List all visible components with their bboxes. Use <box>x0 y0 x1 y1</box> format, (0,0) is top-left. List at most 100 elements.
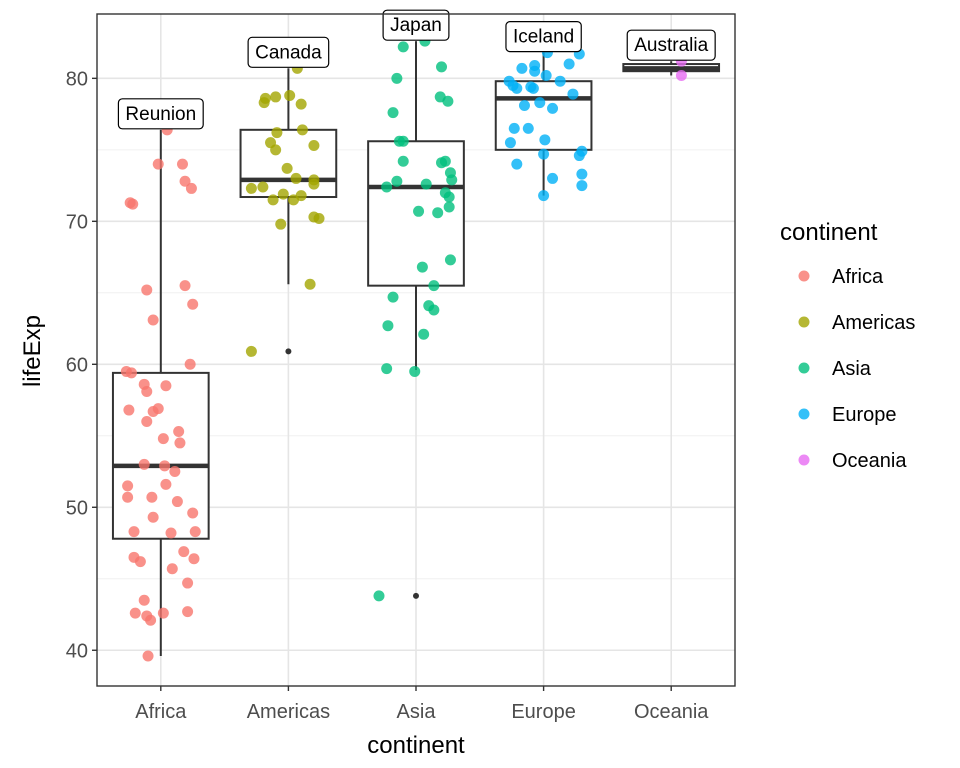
annotation-oceania: Australia <box>626 29 716 61</box>
data-point-asia <box>387 107 399 119</box>
data-point-oceania <box>675 69 687 81</box>
data-point-asia <box>444 254 456 266</box>
data-point-africa <box>185 182 197 194</box>
data-point-europe <box>527 82 539 94</box>
annotation-box <box>117 98 204 130</box>
data-point-africa <box>157 607 169 619</box>
outlier-point <box>285 348 292 355</box>
data-point-asia <box>397 155 409 167</box>
y-axis-title: lifeExp <box>19 315 46 387</box>
data-point-africa <box>165 527 177 539</box>
data-point-africa <box>147 511 159 523</box>
annotation-asia: Japan <box>382 9 450 41</box>
data-point-africa <box>138 594 150 606</box>
data-point-asia <box>420 178 432 190</box>
data-point-europe <box>534 97 546 109</box>
data-point-africa <box>187 507 199 519</box>
data-point-africa <box>125 367 137 379</box>
data-point-europe <box>539 134 551 146</box>
y-tick-label: 50 <box>66 497 88 519</box>
x-tick-label: Asia <box>397 701 437 723</box>
data-point-asia <box>387 291 399 303</box>
legend-key-europe <box>798 408 810 420</box>
legend-label-asia: Asia <box>832 358 872 380</box>
data-point-asia <box>428 280 440 292</box>
data-point-africa <box>174 437 186 449</box>
data-point-africa <box>141 284 153 296</box>
annotation-label: Japan <box>390 15 442 36</box>
data-point-europe <box>554 75 566 87</box>
data-point-africa <box>152 158 164 170</box>
data-point-africa <box>178 546 190 558</box>
annotation-label: Canada <box>255 42 322 63</box>
legend-label-europe: Europe <box>832 404 897 426</box>
data-point-europe <box>576 180 588 192</box>
legend-key-asia <box>798 362 810 374</box>
data-point-africa <box>134 556 146 568</box>
data-point-europe <box>511 82 523 94</box>
data-point-europe <box>576 168 588 180</box>
data-point-americas <box>270 91 282 103</box>
data-point-africa <box>166 563 178 575</box>
data-point-asia <box>382 320 394 332</box>
data-point-africa <box>179 280 191 292</box>
data-point-africa <box>152 403 164 415</box>
data-point-europe <box>540 69 552 81</box>
annotation-africa: Reunion <box>117 98 204 130</box>
outlier-point <box>413 592 419 599</box>
data-point-asia <box>442 95 454 107</box>
legend-key-africa <box>798 270 810 282</box>
data-point-americas <box>271 127 283 139</box>
data-point-africa <box>160 380 172 392</box>
data-point-europe <box>504 137 516 149</box>
data-point-asia <box>443 201 455 213</box>
data-point-americas <box>296 124 308 136</box>
legend-key-oceania <box>798 454 810 466</box>
data-point-africa <box>141 415 153 427</box>
data-point-africa <box>182 606 194 618</box>
data-point-africa <box>123 404 135 416</box>
data-point-europe <box>511 158 523 170</box>
annotation-europe: Iceland <box>505 21 582 53</box>
data-point-asia <box>413 205 425 217</box>
data-point-africa <box>184 358 196 370</box>
data-point-africa <box>187 298 199 310</box>
data-point-europe <box>563 58 575 70</box>
data-point-africa <box>159 460 171 472</box>
data-point-americas <box>267 194 279 206</box>
annotation-label: Australia <box>634 35 708 56</box>
data-point-asia <box>416 261 428 273</box>
data-point-africa <box>141 385 153 397</box>
data-point-africa <box>129 607 141 619</box>
legend-label-americas: Americas <box>832 312 915 334</box>
x-tick-label: Europe <box>511 701 576 723</box>
x-axis-title: continent <box>367 732 465 759</box>
plot-panel: Reunion Canada Japan Iceland Australia 40 50 60… <box>66 9 736 723</box>
data-point-americas <box>277 188 289 200</box>
data-point-asia <box>381 181 393 193</box>
annotation-box <box>505 21 582 53</box>
annotation-box <box>247 36 330 68</box>
data-point-asia <box>391 72 403 84</box>
x-tick-label: Oceania <box>634 701 709 723</box>
data-point-europe <box>573 150 585 162</box>
data-point-americas <box>245 345 257 357</box>
data-point-americas <box>308 140 320 152</box>
data-point-asia <box>436 157 448 169</box>
data-point-asia <box>428 304 440 316</box>
data-point-asia <box>409 365 421 377</box>
data-point-europe <box>516 62 528 74</box>
data-point-europe <box>518 100 530 112</box>
data-point-africa <box>128 526 140 538</box>
annotation-label: Iceland <box>513 27 574 48</box>
data-point-americas <box>295 98 307 110</box>
data-point-europe <box>547 102 559 114</box>
data-point-africa <box>189 526 201 538</box>
data-point-americas <box>259 92 271 104</box>
data-point-europe <box>508 122 520 134</box>
data-point-europe <box>538 190 550 202</box>
data-point-asia <box>381 363 393 375</box>
data-point-asia <box>373 590 385 602</box>
data-point-americas <box>275 218 287 230</box>
data-point-europe <box>547 172 559 184</box>
